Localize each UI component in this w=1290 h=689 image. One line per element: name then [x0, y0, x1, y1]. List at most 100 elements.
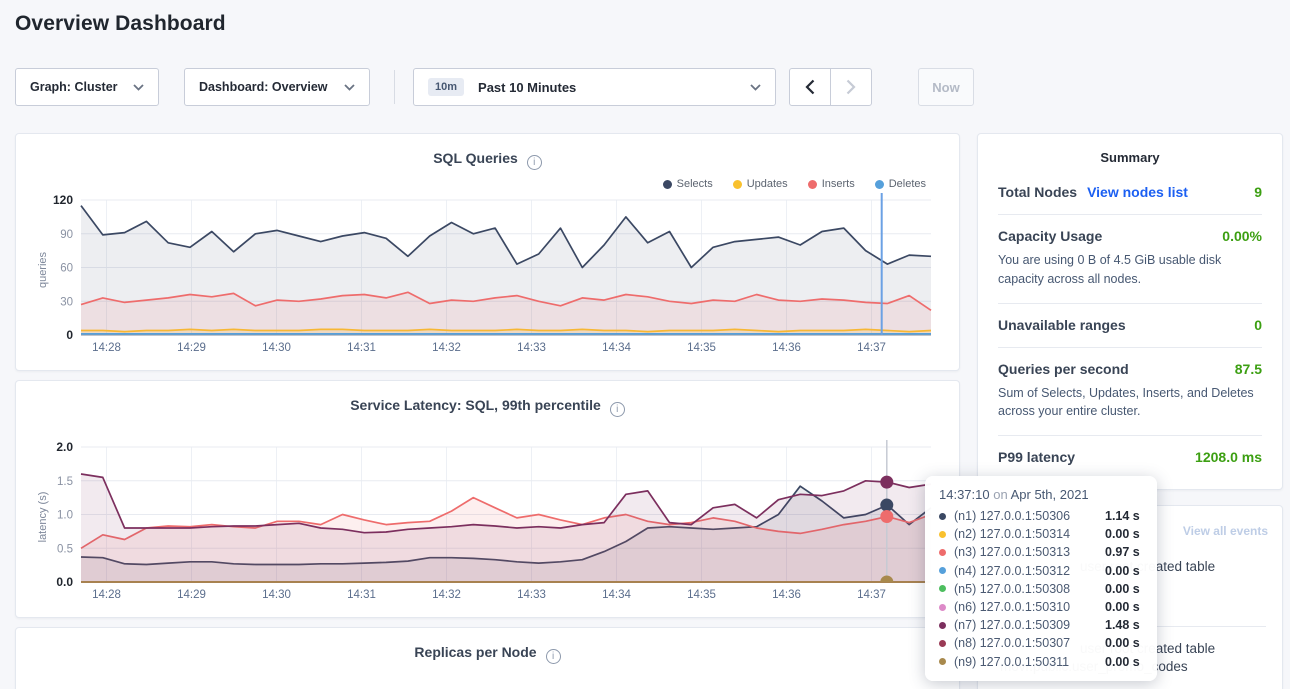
- summary-row-unavailable: Unavailable ranges 0: [998, 304, 1262, 348]
- legend-label: Updates: [747, 178, 788, 190]
- sql-queries-plot[interactable]: 14:2814:2914:3014:3114:3214:3314:3414:35…: [16, 190, 961, 362]
- svg-text:14:29: 14:29: [177, 342, 206, 354]
- tooltip-row: (n5) 127.0.0.1:503080.00 s: [939, 580, 1143, 598]
- tooltip-node-value: 0.00 s: [1105, 600, 1140, 614]
- tooltip-node-value: 0.00 s: [1105, 655, 1140, 669]
- tooltip-row: (n4) 127.0.0.1:503120.00 s: [939, 562, 1143, 580]
- overview-dashboard-page: Overview Dashboard Graph: Cluster Dashbo…: [0, 0, 1290, 689]
- summary-title: Summary: [998, 150, 1262, 171]
- info-icon[interactable]: i: [610, 402, 625, 417]
- legend-dot-icon: [733, 180, 742, 189]
- svg-text:14:29: 14:29: [177, 589, 206, 601]
- chevron-right-icon: [846, 79, 856, 95]
- tooltip-node-address: (n7) 127.0.0.1:50309: [954, 618, 1105, 632]
- total-nodes-value: 9: [1254, 184, 1262, 200]
- svg-text:14:30: 14:30: [262, 342, 291, 354]
- p99-latency-label: P99 latency: [998, 449, 1075, 465]
- dashboard-dropdown-label: Dashboard: Overview: [199, 80, 328, 94]
- node-dot-icon: [939, 531, 946, 538]
- legend-item-updates[interactable]: Updates: [733, 178, 788, 190]
- capacity-usage-value: 0.00%: [1222, 228, 1262, 244]
- tooltip-node-value: 0.00 s: [1105, 582, 1140, 596]
- svg-text:14:31: 14:31: [347, 589, 376, 601]
- svg-text:14:30: 14:30: [262, 589, 291, 601]
- legend-label: Deletes: [889, 178, 926, 190]
- time-range-badge: 10m: [428, 78, 464, 96]
- svg-text:0.0: 0.0: [56, 575, 73, 589]
- svg-text:14:37: 14:37: [857, 342, 886, 354]
- svg-text:queries: queries: [37, 251, 49, 288]
- svg-text:14:36: 14:36: [772, 589, 801, 601]
- svg-text:14:35: 14:35: [687, 342, 716, 354]
- view-nodes-list-link[interactable]: View nodes list: [1087, 184, 1188, 200]
- replicas-chart-card: Replicas per Nodei: [15, 627, 960, 689]
- now-button[interactable]: Now: [918, 68, 974, 106]
- tooltip-row: (n8) 127.0.0.1:503070.00 s: [939, 634, 1143, 652]
- time-next-button[interactable]: [830, 68, 872, 106]
- info-icon[interactable]: i: [546, 649, 561, 664]
- svg-text:14:28: 14:28: [92, 589, 121, 601]
- graph-dropdown[interactable]: Graph: Cluster: [15, 68, 159, 106]
- tooltip-node-value: 0.97 s: [1105, 545, 1140, 559]
- svg-text:0: 0: [66, 328, 73, 342]
- svg-text:0.5: 0.5: [57, 543, 73, 555]
- tooltip-node-value: 1.14 s: [1105, 509, 1140, 523]
- time-range-picker[interactable]: 10m Past 10 Minutes: [413, 68, 776, 106]
- legend-item-selects[interactable]: Selects: [663, 178, 713, 190]
- page-title: Overview Dashboard: [15, 12, 226, 36]
- latency-plot[interactable]: 14:2814:2914:3014:3114:3214:3314:3414:35…: [16, 437, 961, 609]
- legend-item-deletes[interactable]: Deletes: [875, 178, 926, 190]
- tooltip-node-address: (n4) 127.0.0.1:50312: [954, 564, 1105, 578]
- summary-panel: Summary Total Nodes View nodes list 9 Ca…: [977, 133, 1283, 490]
- svg-text:14:37: 14:37: [857, 589, 886, 601]
- legend-item-inserts[interactable]: Inserts: [808, 178, 855, 190]
- node-dot-icon: [939, 585, 946, 592]
- node-dot-icon: [939, 640, 946, 647]
- svg-text:90: 90: [60, 229, 73, 241]
- tooltip-row: (n3) 127.0.0.1:503130.97 s: [939, 543, 1143, 561]
- svg-text:14:34: 14:34: [602, 342, 631, 354]
- qps-label: Queries per second: [998, 361, 1129, 377]
- tooltip-time: 14:37:10: [939, 487, 990, 502]
- tooltip-node-address: (n9) 127.0.0.1:50311: [954, 655, 1105, 669]
- tooltip-node-address: (n1) 127.0.0.1:50306: [954, 509, 1105, 523]
- svg-text:14:28: 14:28: [92, 342, 121, 354]
- chevron-down-icon: [750, 84, 761, 91]
- tooltip-timestamp: 14:37:10 on Apr 5th, 2021: [939, 487, 1143, 502]
- chart-title: Service Latency: SQL, 99th percentile i: [16, 397, 959, 417]
- tooltip-node-value: 0.00 s: [1105, 527, 1140, 541]
- tooltip-row: (n2) 127.0.0.1:503140.00 s: [939, 525, 1143, 543]
- p99-latency-value: 1208.0 ms: [1195, 449, 1262, 465]
- qps-desc: Sum of Selects, Updates, Inserts, and De…: [998, 384, 1262, 422]
- tooltip-node-address: (n6) 127.0.0.1:50310: [954, 600, 1105, 614]
- svg-text:14:33: 14:33: [517, 589, 546, 601]
- time-range-label: Past 10 Minutes: [478, 80, 576, 95]
- svg-text:14:33: 14:33: [517, 342, 546, 354]
- svg-text:2.0: 2.0: [56, 440, 73, 454]
- node-dot-icon: [939, 513, 946, 520]
- dashboard-dropdown[interactable]: Dashboard: Overview: [184, 68, 370, 106]
- view-all-events-link[interactable]: View all events: [1183, 524, 1268, 538]
- summary-row-total-nodes: Total Nodes View nodes list 9: [998, 171, 1262, 215]
- tooltip-node-address: (n8) 127.0.0.1:50307: [954, 636, 1105, 650]
- chevron-down-icon: [133, 84, 144, 91]
- tooltip-row: (n1) 127.0.0.1:503061.14 s: [939, 507, 1143, 525]
- tooltip-date: Apr 5th, 2021: [1011, 487, 1089, 502]
- tooltip-node-address: (n2) 127.0.0.1:50314: [954, 527, 1105, 541]
- node-dot-icon: [939, 658, 946, 665]
- capacity-usage-label: Capacity Usage: [998, 228, 1102, 244]
- toolbar-divider: [394, 70, 395, 104]
- svg-text:14:31: 14:31: [347, 342, 376, 354]
- time-prev-button[interactable]: [789, 68, 831, 106]
- tooltip-conj: on: [993, 487, 1007, 502]
- legend-dot-icon: [808, 180, 817, 189]
- chevron-left-icon: [805, 79, 815, 95]
- unavailable-ranges-value: 0: [1254, 317, 1262, 333]
- total-nodes-label: Total Nodes: [998, 184, 1077, 200]
- node-dot-icon: [939, 604, 946, 611]
- latency-title: Service Latency: SQL, 99th percentile: [350, 397, 601, 413]
- chart-title: SQL Queriesi: [16, 150, 959, 170]
- svg-text:14:36: 14:36: [772, 342, 801, 354]
- info-icon[interactable]: i: [527, 155, 542, 170]
- qps-value: 87.5: [1235, 361, 1262, 377]
